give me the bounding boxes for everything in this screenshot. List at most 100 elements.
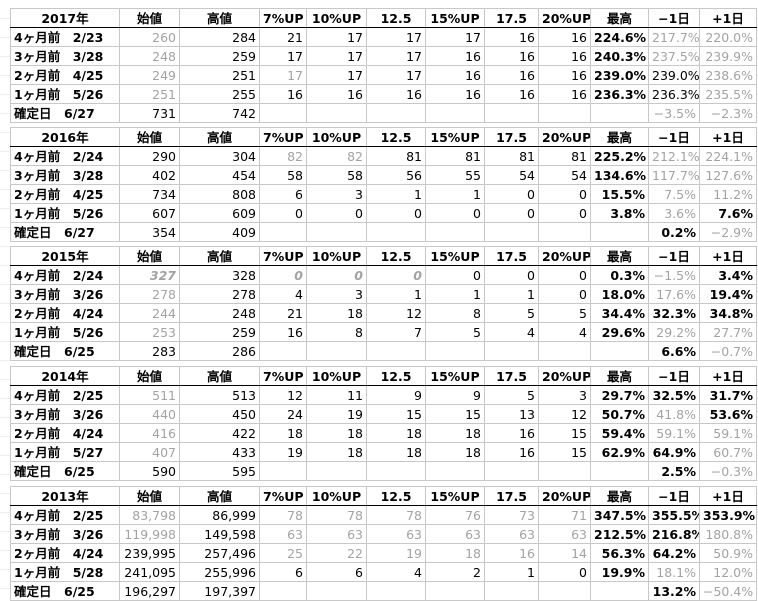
minus1day-cell[interactable]: 117.7% xyxy=(648,165,700,185)
header-plus1day[interactable]: +1日 xyxy=(699,246,757,266)
count-cell-up125[interactable]: 7 xyxy=(366,322,426,342)
count-cell-up10[interactable]: 0 xyxy=(306,203,367,223)
empty-cell[interactable] xyxy=(306,222,367,242)
open-price-cell[interactable]: 407 xyxy=(119,442,180,462)
count-cell-up175[interactable]: 54 xyxy=(484,165,539,185)
count-cell-up20[interactable]: 14 xyxy=(538,543,591,563)
max-gain-cell[interactable]: 239.0% xyxy=(590,65,649,85)
empty-cell[interactable] xyxy=(366,461,426,481)
count-cell-up15[interactable]: 9 xyxy=(425,385,485,405)
count-cell-up175[interactable]: 5 xyxy=(484,303,539,323)
count-cell-up175[interactable]: 16 xyxy=(484,46,539,66)
header-up175[interactable]: 17.5 xyxy=(484,246,539,266)
empty-cell[interactable] xyxy=(306,341,367,361)
confirm-minus1day-cell[interactable]: −3.5% xyxy=(648,103,700,123)
confirm-open-cell[interactable]: 196,297 xyxy=(119,581,180,601)
minus1day-cell[interactable]: 212.1% xyxy=(648,146,700,166)
year-label[interactable]: 2013年 xyxy=(10,486,120,506)
row-label[interactable]: 4ヶ月前 2/25 xyxy=(10,385,120,405)
confirm-minus1day-cell[interactable]: 0.2% xyxy=(648,222,700,242)
count-cell-up10[interactable]: 78 xyxy=(306,505,367,525)
header-open[interactable]: 始値 xyxy=(119,246,180,266)
open-price-cell[interactable]: 248 xyxy=(119,46,180,66)
header-minus1day[interactable]: −1日 xyxy=(648,127,700,147)
open-price-cell[interactable]: 244 xyxy=(119,303,180,323)
count-cell-up125[interactable]: 78 xyxy=(366,505,426,525)
confirm-plus1day-cell[interactable]: −0.3% xyxy=(699,461,757,481)
count-cell-up20[interactable]: 0 xyxy=(538,203,591,223)
header-up10[interactable]: 10%UP xyxy=(306,127,367,147)
max-gain-cell[interactable]: 50.7% xyxy=(590,404,649,424)
header-up125[interactable]: 12.5 xyxy=(366,486,426,506)
header-up7[interactable]: 7%UP xyxy=(259,127,307,147)
count-cell-up15[interactable]: 81 xyxy=(425,146,485,166)
count-cell-up7[interactable]: 58 xyxy=(259,165,307,185)
count-cell-up7[interactable]: 6 xyxy=(259,562,307,582)
header-max[interactable]: 最高 xyxy=(590,246,649,266)
header-up7[interactable]: 7%UP xyxy=(259,486,307,506)
open-price-cell[interactable]: 511 xyxy=(119,385,180,405)
plus1day-cell[interactable]: 239.9% xyxy=(699,46,757,66)
count-cell-up175[interactable]: 73 xyxy=(484,505,539,525)
count-cell-up175[interactable]: 0 xyxy=(484,203,539,223)
header-up15[interactable]: 15%UP xyxy=(425,8,485,28)
confirm-label[interactable]: 確定日 6/27 xyxy=(10,222,120,242)
high-price-cell[interactable]: 248 xyxy=(179,303,260,323)
row-label[interactable]: 2ヶ月前 4/25 xyxy=(10,184,120,204)
confirm-open-cell[interactable]: 731 xyxy=(119,103,180,123)
count-cell-up7[interactable]: 25 xyxy=(259,543,307,563)
high-price-cell[interactable]: 284 xyxy=(179,27,260,47)
minus1day-cell[interactable]: 237.5% xyxy=(648,46,700,66)
row-label[interactable]: 3ヶ月前 3/26 xyxy=(10,524,120,544)
high-price-cell[interactable]: 257,496 xyxy=(179,543,260,563)
plus1day-cell[interactable]: 238.6% xyxy=(699,65,757,85)
count-cell-up7[interactable]: 17 xyxy=(259,65,307,85)
count-cell-up20[interactable]: 5 xyxy=(538,303,591,323)
count-cell-up125[interactable]: 17 xyxy=(366,27,426,47)
count-cell-up10[interactable]: 6 xyxy=(306,562,367,582)
confirm-max-cell[interactable] xyxy=(590,581,649,601)
max-gain-cell[interactable]: 15.5% xyxy=(590,184,649,204)
count-cell-up175[interactable]: 16 xyxy=(484,442,539,462)
open-price-cell[interactable]: 239,995 xyxy=(119,543,180,563)
confirm-open-cell[interactable]: 590 xyxy=(119,461,180,481)
row-label[interactable]: 3ヶ月前 3/26 xyxy=(10,404,120,424)
row-label[interactable]: 2ヶ月前 4/24 xyxy=(10,543,120,563)
plus1day-cell[interactable]: 34.8% xyxy=(699,303,757,323)
count-cell-up15[interactable]: 1 xyxy=(425,284,485,304)
plus1day-cell[interactable]: 180.8% xyxy=(699,524,757,544)
empty-cell[interactable] xyxy=(538,461,591,481)
open-price-cell[interactable]: 83,798 xyxy=(119,505,180,525)
header-up175[interactable]: 17.5 xyxy=(484,366,539,386)
count-cell-up175[interactable]: 16 xyxy=(484,27,539,47)
count-cell-up20[interactable]: 4 xyxy=(538,322,591,342)
confirm-max-cell[interactable] xyxy=(590,461,649,481)
minus1day-cell[interactable]: −1.5% xyxy=(648,265,700,285)
minus1day-cell[interactable]: 236.3% xyxy=(648,84,700,104)
max-gain-cell[interactable]: 134.6% xyxy=(590,165,649,185)
open-price-cell[interactable]: 249 xyxy=(119,65,180,85)
max-gain-cell[interactable]: 0.3% xyxy=(590,265,649,285)
count-cell-up20[interactable]: 0 xyxy=(538,265,591,285)
count-cell-up10[interactable]: 17 xyxy=(306,65,367,85)
count-cell-up20[interactable]: 3 xyxy=(538,385,591,405)
minus1day-cell[interactable]: 3.6% xyxy=(648,203,700,223)
row-label[interactable]: 2ヶ月前 4/24 xyxy=(10,423,120,443)
count-cell-up125[interactable]: 1 xyxy=(366,284,426,304)
empty-cell[interactable] xyxy=(259,103,307,123)
header-open[interactable]: 始値 xyxy=(119,486,180,506)
count-cell-up7[interactable]: 16 xyxy=(259,322,307,342)
high-price-cell[interactable]: 609 xyxy=(179,203,260,223)
header-up20[interactable]: 20%UP xyxy=(538,366,591,386)
count-cell-up125[interactable]: 19 xyxy=(366,543,426,563)
header-max[interactable]: 最高 xyxy=(590,127,649,147)
minus1day-cell[interactable]: 41.8% xyxy=(648,404,700,424)
open-price-cell[interactable]: 440 xyxy=(119,404,180,424)
plus1day-cell[interactable]: 59.1% xyxy=(699,423,757,443)
header-up20[interactable]: 20%UP xyxy=(538,486,591,506)
count-cell-up20[interactable]: 16 xyxy=(538,27,591,47)
count-cell-up10[interactable]: 18 xyxy=(306,303,367,323)
header-up15[interactable]: 15%UP xyxy=(425,127,485,147)
count-cell-up7[interactable]: 0 xyxy=(259,203,307,223)
year-label[interactable]: 2014年 xyxy=(10,366,120,386)
